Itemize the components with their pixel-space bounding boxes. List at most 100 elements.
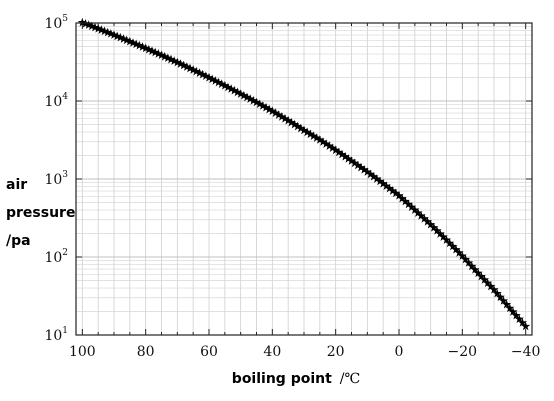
data-point-star <box>93 23 103 33</box>
data-point-star <box>245 94 255 103</box>
data-point-star <box>182 62 192 71</box>
data-point-star <box>435 229 445 238</box>
grid-lines <box>76 22 532 336</box>
data-point-star <box>248 95 258 105</box>
data-point-star <box>422 216 433 226</box>
data-point-star <box>353 160 363 170</box>
data-point-star <box>441 235 452 244</box>
data-point-star <box>511 310 521 320</box>
data-point-star <box>340 151 350 161</box>
data-point-star <box>296 123 306 133</box>
x-axis-unit: /℃ <box>340 371 360 387</box>
data-point-star <box>407 202 417 212</box>
data-point-star <box>115 32 125 42</box>
x-tick-label: 80 <box>137 344 155 360</box>
data-point-star <box>517 317 528 327</box>
data-point-star <box>397 193 407 203</box>
data-point-star <box>416 211 426 220</box>
data-point-star <box>346 156 357 165</box>
data-point-star <box>255 99 265 109</box>
data-point-star <box>156 50 167 60</box>
data-point-star <box>432 225 442 235</box>
data-point-star <box>103 27 113 37</box>
plot-frame <box>75 22 533 336</box>
data-point-star <box>350 158 360 168</box>
y-tick-label: 104 <box>44 92 68 110</box>
x-axis-label-text: boiling point <box>232 371 332 387</box>
data-point-star <box>365 169 376 179</box>
data-point-star <box>381 181 391 191</box>
data-point-star <box>315 135 325 144</box>
data-point-star <box>343 154 353 163</box>
data-point-star <box>388 186 398 195</box>
data-point-star <box>122 35 132 45</box>
data-point-star <box>451 244 461 254</box>
data-point-star <box>125 36 135 46</box>
data-point-star <box>160 51 170 61</box>
data-point-star <box>283 115 293 125</box>
data-point-star <box>467 261 477 271</box>
data-point-star <box>213 77 224 87</box>
data-point-star <box>210 76 220 85</box>
data-point-star <box>476 271 486 281</box>
data-point-star <box>479 275 490 284</box>
data-point-star <box>239 90 249 100</box>
data-point-star <box>498 296 509 305</box>
data-point-star <box>483 278 493 288</box>
data-point-star <box>457 251 467 260</box>
data-point-star <box>277 112 287 121</box>
data-point-star <box>147 46 157 55</box>
data-point-star <box>429 222 439 232</box>
data-point-star <box>394 190 404 200</box>
data-point-star <box>153 49 163 58</box>
x-tick-label: −40 <box>511 344 541 360</box>
data-point-star <box>264 104 274 114</box>
data-point-star <box>261 102 271 112</box>
data-point-star <box>514 314 524 324</box>
data-point-star <box>378 178 388 188</box>
data-point-star <box>270 108 281 117</box>
data-point-star <box>96 25 106 34</box>
data-point-star <box>131 39 141 49</box>
y-axis-ticks: 105 104 103 102 101 <box>44 14 532 344</box>
data-point-star <box>175 59 186 68</box>
data-point-star <box>419 213 429 223</box>
data-point-star <box>473 268 483 278</box>
data-point-star <box>109 30 119 39</box>
data-point-star <box>118 34 129 43</box>
data-point-star <box>236 89 246 98</box>
data-point-star <box>128 38 138 47</box>
data-point-star <box>137 42 148 51</box>
x-tick-label: 20 <box>327 344 345 360</box>
data-point-star <box>318 137 328 146</box>
data-point-star <box>464 258 474 267</box>
data-point-star <box>220 80 230 90</box>
data-point-star <box>251 97 262 107</box>
data-point-star <box>375 176 385 186</box>
data-point-star <box>169 56 179 65</box>
x-tick-label: 60 <box>200 344 218 360</box>
data-point-star <box>305 129 315 139</box>
data-point-star <box>106 28 116 38</box>
data-point-star <box>141 43 151 53</box>
data-point-star <box>90 22 100 32</box>
y-axis-label-line-3: /pa <box>6 233 31 249</box>
data-point-star <box>223 82 233 92</box>
data-point-star <box>470 264 480 274</box>
x-axis-ticks: 100 80 60 40 20 0 −20 −40 <box>69 23 540 360</box>
data-point-star <box>144 44 154 54</box>
data-point-star <box>191 66 201 76</box>
data-point-star <box>299 125 309 135</box>
data-point-star <box>372 174 382 183</box>
x-tick-label: 100 <box>69 344 96 360</box>
data-point-star <box>403 199 414 209</box>
data-point-star <box>460 254 471 264</box>
data-point-star <box>502 299 512 309</box>
data-point-star <box>232 87 243 97</box>
data-point-star <box>495 292 505 302</box>
data-point-star <box>327 143 338 153</box>
data-point-star <box>426 219 436 229</box>
data-point-star <box>289 119 300 129</box>
data-point-star <box>204 72 214 82</box>
data-point-star <box>258 101 268 110</box>
